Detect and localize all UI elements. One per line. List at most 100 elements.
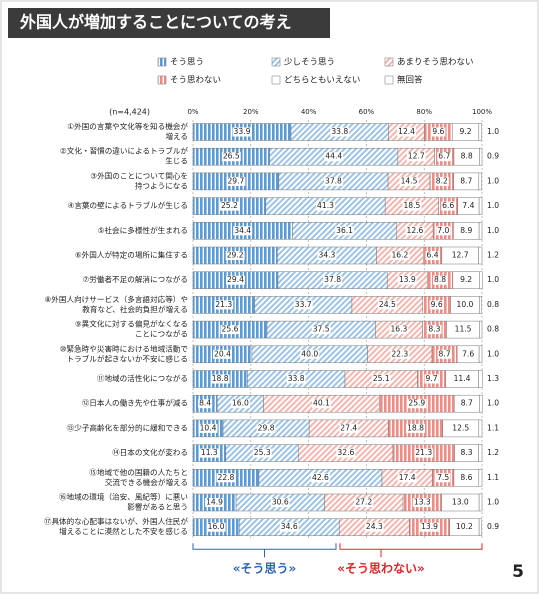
value-label: 8.3 — [428, 325, 440, 334]
value-label: 7.4 — [462, 201, 474, 210]
value-label: 27.4 — [340, 423, 357, 432]
value-label: 7.6 — [462, 349, 474, 358]
value-label: 1.0 — [487, 349, 499, 358]
value-label: 1.0 — [487, 201, 499, 210]
value-label: 17.4 — [399, 473, 416, 482]
bar-segment — [478, 123, 482, 141]
legend-swatch — [384, 75, 394, 85]
value-label: 1.0 — [487, 226, 499, 235]
value-label: 7.5 — [437, 473, 449, 482]
value-label: 8.9 — [460, 226, 472, 235]
value-label: 8.2 — [436, 176, 448, 185]
value-label: 13.9 — [421, 522, 438, 531]
legend-swatch — [271, 75, 281, 85]
bar-segment — [478, 222, 483, 240]
legend-label: 無回答 — [397, 75, 423, 86]
annotation: «そう思わない» — [337, 562, 425, 576]
value-label: 1.0 — [487, 275, 499, 284]
category-label: 生じる — [165, 156, 188, 166]
bar-segment — [478, 493, 483, 512]
value-label: 1.1 — [487, 423, 499, 432]
value-label: 44.4 — [325, 152, 342, 161]
value-label: 12.6 — [406, 226, 423, 235]
value-label: 1.0 — [487, 127, 499, 136]
annotation: «そう思う» — [233, 562, 297, 576]
value-label: 25.9 — [408, 399, 425, 408]
value-label: 34.4 — [234, 226, 251, 235]
category-label: 交流できる機会が増える — [105, 477, 188, 487]
value-label: 1.1 — [487, 473, 499, 482]
value-label: 22.8 — [217, 473, 234, 482]
value-label: 18.8 — [407, 423, 424, 432]
value-label: 18.8 — [212, 374, 229, 383]
category-label: ⑥外国人が特定の場所に集住する — [75, 250, 188, 260]
value-label: 29.8 — [258, 423, 275, 432]
bar-segment — [478, 444, 483, 462]
bar-segment — [478, 469, 483, 487]
legend-swatch — [157, 75, 167, 85]
value-label: 24.5 — [379, 300, 396, 309]
value-label: 16.0 — [208, 522, 225, 531]
category-label: トラブルが起きないか不安に感じる — [67, 353, 189, 363]
legend-swatch — [384, 57, 394, 67]
value-label: 37.8 — [324, 275, 341, 284]
value-label: 25.3 — [254, 448, 271, 457]
value-label: 34.6 — [281, 522, 298, 531]
value-label: 41.3 — [317, 201, 334, 210]
value-label: 20.4 — [214, 349, 231, 358]
value-label: 13.3 — [414, 498, 431, 507]
value-label: 11.4 — [454, 374, 471, 383]
bar-segment — [478, 172, 482, 191]
category-label: ⑩緊急時や災害時における地域活動で — [60, 343, 189, 353]
value-label: 1.3 — [487, 374, 499, 383]
category-label: 影響があると思う — [127, 502, 188, 512]
value-label: 42.6 — [312, 473, 329, 482]
value-label: 12.5 — [452, 423, 469, 432]
category-label: 増えることに漠然とした不安を感じる — [59, 526, 188, 536]
value-label: 0.8 — [487, 325, 499, 334]
value-label: 40.1 — [313, 399, 330, 408]
value-label: 14.9 — [206, 498, 223, 507]
x-tick-label: 60% — [359, 108, 375, 116]
value-label: 7.0 — [437, 226, 449, 235]
value-label: 21.3 — [215, 300, 232, 309]
legend-label: そう思う — [170, 58, 204, 68]
value-label: 33.8 — [288, 374, 305, 383]
category-label: ⑭日本の文化が変わる — [112, 447, 188, 457]
category-label: ④言葉の壁によるトラブルが生じる — [68, 200, 188, 210]
category-label: 教育など、社会的負担が増える — [82, 304, 188, 314]
value-label: 8.8 — [461, 152, 473, 161]
bar-segment — [479, 147, 483, 166]
value-label: 36.1 — [336, 226, 353, 235]
value-label: 33.7 — [295, 300, 312, 309]
category-label: ⑧外国人向けサービス（多言語対応等）や — [45, 294, 189, 304]
value-label: 10.2 — [456, 522, 473, 531]
category-label: ⑫日本人の働き先や仕事が減る — [82, 398, 188, 408]
title-bar — [8, 8, 330, 38]
category-label: 増える — [165, 131, 188, 141]
value-label: 18.5 — [403, 201, 420, 210]
value-label: 6.4 — [427, 251, 439, 260]
value-label: 12.4 — [398, 127, 415, 136]
value-label: 32.6 — [337, 448, 354, 457]
value-label: 1.0 — [487, 399, 499, 408]
value-label: 16.0 — [232, 399, 249, 408]
value-label: 0.9 — [487, 152, 499, 161]
value-label: 29.7 — [227, 176, 244, 185]
category-label: ⑪地域の活性化につながる — [97, 373, 188, 383]
category-label: ⑬少子高齢化を部分的に緩和できる — [67, 422, 188, 432]
value-label: 9.7 — [426, 374, 438, 383]
category-label: ことにつながる — [135, 329, 188, 339]
value-label: 22.3 — [391, 349, 408, 358]
bar-segment — [479, 271, 483, 289]
category-label: ②文化・習慣の違いによるトラブルが — [60, 146, 188, 156]
bar-segment — [479, 296, 482, 314]
value-label: 9.6 — [432, 127, 444, 136]
x-tick-label: 80% — [416, 108, 432, 116]
x-tick-label: 0% — [187, 108, 198, 116]
value-label: 1.2 — [487, 448, 499, 457]
legend-label: そう思わない — [170, 76, 221, 86]
value-label: 27.2 — [355, 498, 372, 507]
x-tick-label: 100% — [472, 108, 492, 116]
